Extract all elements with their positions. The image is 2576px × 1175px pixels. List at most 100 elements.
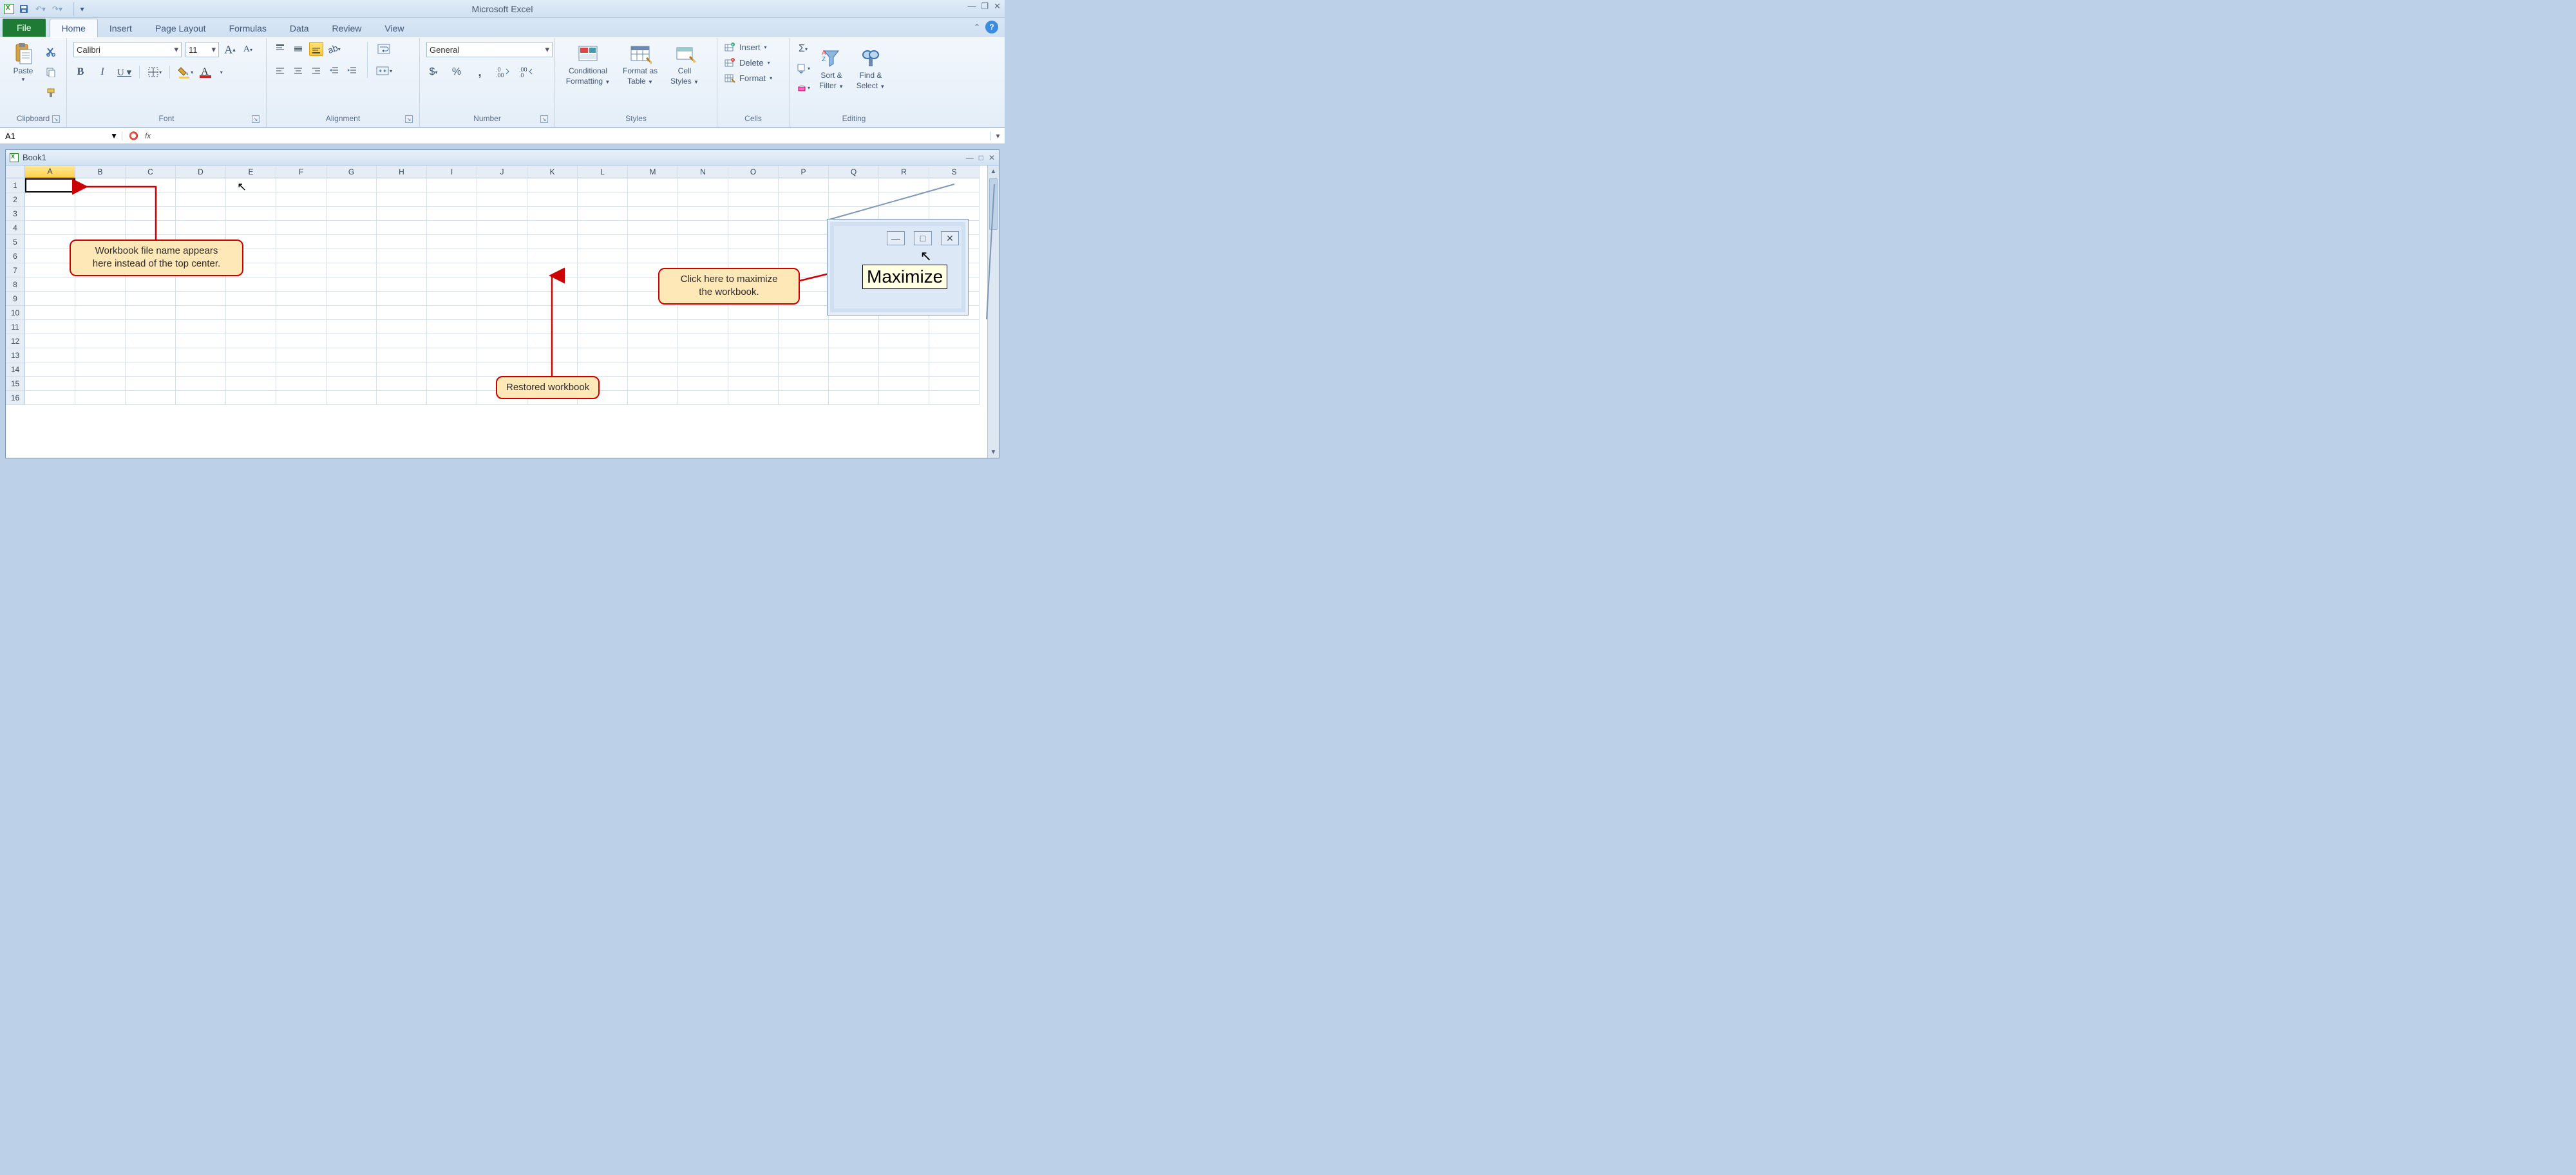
alignment-dialog-launcher[interactable]: ↘ [405,115,413,123]
decrease-indent-button[interactable] [327,64,341,78]
scroll-up-button[interactable]: ▲ [988,165,999,177]
column-header[interactable]: A [25,165,75,178]
row-header[interactable]: 10 [6,306,25,320]
select-all-corner[interactable] [6,165,25,178]
column-header[interactable]: B [75,165,126,178]
column-header[interactable]: P [779,165,829,178]
find-select-button[interactable]: Find & Select ▼ [853,46,889,90]
row-header[interactable]: 3 [6,207,25,221]
copy-button[interactable] [44,65,58,79]
name-box[interactable]: A1 ▼ [0,131,122,141]
undo-button[interactable]: ↶▾ [33,2,48,16]
column-header[interactable]: E [226,165,276,178]
tab-review[interactable]: Review [321,19,374,37]
number-dialog-launcher[interactable]: ↘ [540,115,548,123]
row-header[interactable]: 2 [6,193,25,207]
tab-page-layout[interactable]: Page Layout [144,19,218,37]
shrink-font-button[interactable]: A▾ [241,42,255,57]
fill-button[interactable]: ▾ [796,61,810,75]
clear-button[interactable]: ▾ [796,80,810,95]
column-header[interactable]: J [477,165,527,178]
font-size-combo[interactable]: 11▾ [185,42,219,57]
cut-button[interactable] [44,44,58,59]
format-cells-button[interactable]: Format ▾ [724,73,782,83]
fill-color-button[interactable]: ▾ [178,65,193,79]
row-header[interactable]: 11 [6,320,25,334]
delete-cells-button[interactable]: ×Delete ▾ [724,57,782,68]
workbook-minimize-button[interactable]: — [966,153,974,162]
autosum-button[interactable]: Σ ▾ [796,42,810,56]
column-header[interactable]: G [327,165,377,178]
cell-styles-button[interactable]: Cell Styles ▼ [666,42,703,86]
align-middle-button[interactable] [291,42,305,56]
format-as-table-button[interactable]: Format as Table ▼ [617,42,663,86]
row-header[interactable]: 15 [6,377,25,391]
column-header[interactable]: O [728,165,779,178]
close-button[interactable]: ✕ [994,1,1001,12]
row-header[interactable]: 8 [6,277,25,292]
format-painter-button[interactable] [44,86,58,100]
active-cell[interactable] [25,178,75,193]
column-header[interactable]: Q [829,165,879,178]
row-header[interactable]: 12 [6,334,25,348]
conditional-formatting-button[interactable]: Conditional Formatting ▼ [562,42,614,86]
help-button[interactable]: ? [985,21,998,33]
accounting-format-button[interactable]: $ ▾ [426,65,440,79]
italic-button[interactable]: I [95,65,109,79]
row-header[interactable]: 6 [6,249,25,263]
cancel-formula-button[interactable]: ⭕ [129,131,138,140]
column-header[interactable]: M [628,165,678,178]
align-right-button[interactable] [309,64,323,78]
minimize-button[interactable]: — [967,1,976,12]
row-header[interactable]: 1 [6,178,25,193]
percent-format-button[interactable]: % [450,65,464,79]
align-left-button[interactable] [273,64,287,78]
column-header[interactable]: F [276,165,327,178]
decrease-decimal-button[interactable]: .00.0 [519,65,533,79]
increase-indent-button[interactable] [345,64,359,78]
font-dialog-launcher[interactable]: ↘ [252,115,260,123]
column-header[interactable]: L [578,165,628,178]
merge-center-button[interactable]: ▾ [375,64,392,78]
underline-button[interactable]: U ▾ [117,65,131,79]
file-tab[interactable]: File [3,19,46,37]
row-header[interactable]: 13 [6,348,25,362]
bold-button[interactable]: B [73,65,88,79]
grow-font-button[interactable]: A▴ [223,42,237,57]
minimize-ribbon-button[interactable]: ⌃ [974,23,980,32]
wrap-text-button[interactable] [375,42,392,56]
column-header[interactable]: C [126,165,176,178]
insert-cells-button[interactable]: +Insert ▾ [724,42,782,52]
tab-data[interactable]: Data [278,19,321,37]
column-header[interactable]: D [176,165,226,178]
clipboard-dialog-launcher[interactable]: ↘ [52,115,60,123]
tab-view[interactable]: View [373,19,415,37]
row-header[interactable]: 16 [6,391,25,405]
row-header[interactable]: 7 [6,263,25,277]
expand-formula-bar-button[interactable]: ▾ [990,131,1005,140]
row-header[interactable]: 5 [6,235,25,249]
font-name-combo[interactable]: Calibri▾ [73,42,182,57]
scroll-thumb[interactable] [989,178,998,230]
redo-button[interactable]: ↷▾ [50,2,64,16]
column-header[interactable]: H [377,165,427,178]
row-header[interactable]: 9 [6,292,25,306]
tab-insert[interactable]: Insert [98,19,144,37]
align-bottom-button[interactable] [309,42,323,56]
align-center-button[interactable] [291,64,305,78]
qat-customize-button[interactable]: ▾ [73,2,88,16]
column-header[interactable]: I [427,165,477,178]
row-header[interactable]: 14 [6,362,25,377]
number-format-combo[interactable]: General▾ [426,42,553,57]
vertical-scrollbar[interactable]: ▲ ▼ [987,165,999,458]
save-button[interactable] [17,2,31,16]
tab-formulas[interactable]: Formulas [218,19,278,37]
paste-button[interactable]: Paste ▼ [6,42,40,82]
column-header[interactable]: S [929,165,980,178]
align-top-button[interactable] [273,42,287,56]
scroll-down-button[interactable]: ▼ [988,446,999,458]
borders-button[interactable]: ▾ [147,65,162,79]
column-header[interactable]: K [527,165,578,178]
sort-filter-button[interactable]: AZ Sort & Filter ▼ [814,46,849,90]
restore-button[interactable]: ❐ [981,1,989,12]
